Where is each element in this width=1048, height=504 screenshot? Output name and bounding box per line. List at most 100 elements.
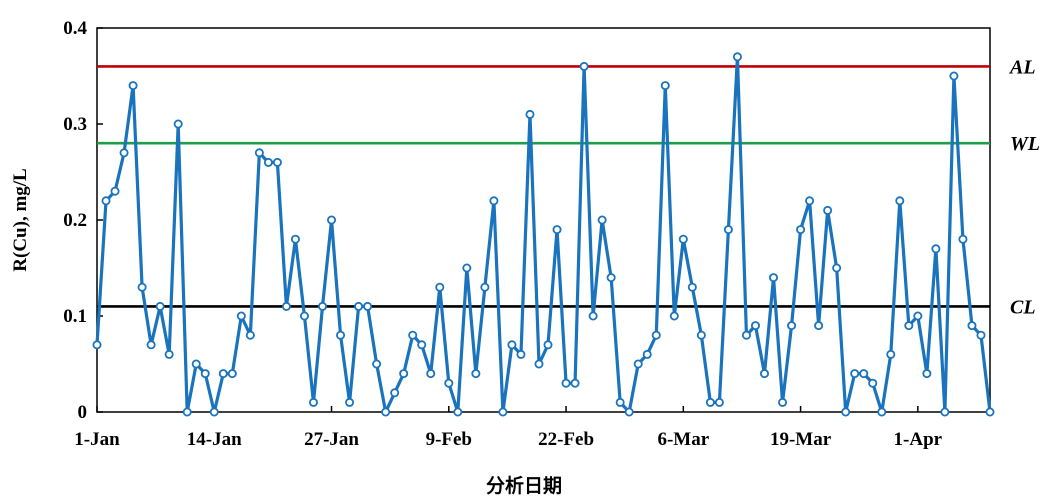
data-point (723, 225, 733, 235)
data-point (417, 340, 427, 350)
data-point (949, 71, 959, 81)
data-point (696, 330, 706, 340)
data-point (759, 369, 769, 379)
data-point (705, 397, 715, 407)
data-point (913, 311, 923, 321)
data-point (444, 378, 454, 388)
data-point (543, 340, 553, 350)
x-tick-label: 9-Feb (426, 429, 472, 450)
data-point (372, 359, 382, 369)
data-point (615, 397, 625, 407)
data-point (868, 378, 878, 388)
data-point (814, 321, 824, 331)
data-point (345, 397, 355, 407)
data-point (146, 340, 156, 350)
data-point (570, 378, 580, 388)
data-point (245, 330, 255, 340)
data-point (471, 369, 481, 379)
data-point (435, 282, 445, 292)
data-point (137, 282, 147, 292)
data-point (832, 263, 842, 273)
series-line (95, 55, 992, 414)
data-point (173, 119, 183, 129)
data-points (92, 52, 995, 417)
data-point (218, 369, 228, 379)
data-point (299, 311, 309, 321)
reference-label-wl: WL (1010, 133, 1040, 155)
data-point (750, 321, 760, 331)
data-point (787, 321, 797, 331)
data-point (110, 186, 120, 196)
data-point (579, 61, 589, 71)
data-point (588, 311, 598, 321)
data-point (714, 397, 724, 407)
x-tick-label: 27-Jan (304, 429, 359, 450)
x-tick-label: 6-Mar (657, 429, 709, 450)
y-tick-label: 0.4 (63, 18, 87, 39)
data-point (164, 349, 174, 359)
data-point (489, 196, 499, 206)
data-point (399, 369, 409, 379)
data-point (128, 81, 138, 91)
y-tick-label: 0.1 (63, 306, 87, 327)
data-point (552, 225, 562, 235)
data-point (886, 349, 896, 359)
data-point (660, 81, 670, 91)
data-point (327, 215, 337, 225)
y-tick-label: 0.2 (63, 210, 87, 231)
data-point (101, 196, 111, 206)
data-point (859, 369, 869, 379)
data-point (597, 215, 607, 225)
data-point (606, 273, 616, 283)
data-point (534, 359, 544, 369)
data-point (633, 359, 643, 369)
y-axis-label: R(Cu), mg/L (10, 168, 31, 271)
data-point (263, 157, 273, 167)
data-point (236, 311, 246, 321)
data-point (516, 349, 526, 359)
data-point (336, 330, 346, 340)
data-point (498, 407, 508, 417)
data-point (92, 340, 102, 350)
data-point (732, 52, 742, 62)
data-point (390, 388, 400, 398)
data-point (778, 397, 788, 407)
data-point (850, 369, 860, 379)
data-point (182, 407, 192, 417)
data-point (155, 301, 165, 311)
data-point (561, 378, 571, 388)
data-point (426, 369, 436, 379)
x-tick-label: 14-Jan (187, 429, 242, 450)
data-point (678, 234, 688, 244)
data-point (318, 301, 328, 311)
data-point (272, 157, 282, 167)
data-point (408, 330, 418, 340)
data-point (669, 311, 679, 321)
data-point (462, 263, 472, 273)
data-point (507, 340, 517, 350)
data-point (904, 321, 914, 331)
y-tick-label: 0 (78, 402, 88, 423)
data-point (940, 407, 950, 417)
data-point (354, 301, 364, 311)
data-point (741, 330, 751, 340)
data-point (200, 369, 210, 379)
data-point (967, 321, 977, 331)
data-point (191, 359, 201, 369)
data-point (922, 369, 932, 379)
data-point (624, 407, 634, 417)
data-point (453, 407, 463, 417)
data-point (290, 234, 300, 244)
x-axis: 1-Jan 14-Jan 27-Jan 9-Feb 22-Feb 6-Mar 19-Mar 1… (74, 406, 943, 450)
x-tick-label: 19-Mar (770, 429, 832, 450)
reference-label-al: AL (1008, 56, 1036, 78)
data-point (363, 301, 373, 311)
data-point (381, 407, 391, 417)
y-axis: 0 0.1 0.2 0.3 0.4 (63, 18, 103, 423)
data-point (209, 407, 219, 417)
data-point (642, 349, 652, 359)
data-point (308, 397, 318, 407)
reference-lines: AL WL CL (97, 56, 1040, 318)
data-point (254, 148, 264, 158)
x-tick-label: 22-Feb (538, 429, 594, 450)
